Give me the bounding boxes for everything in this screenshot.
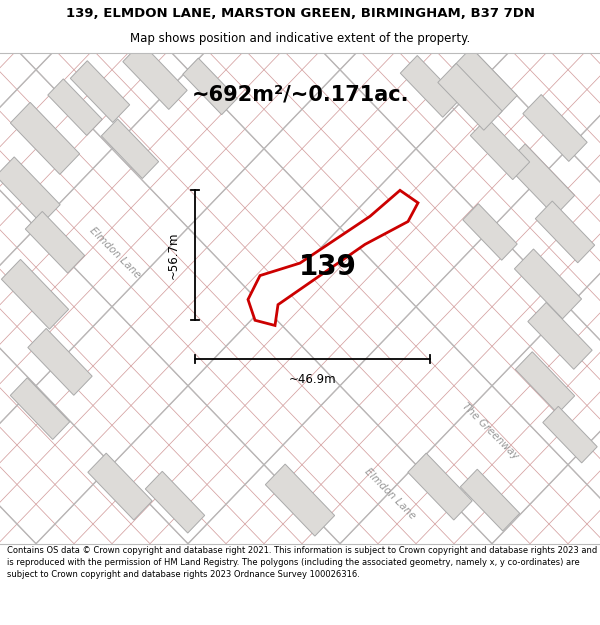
Text: The Greenway: The Greenway xyxy=(460,401,520,462)
Polygon shape xyxy=(515,352,575,414)
Polygon shape xyxy=(463,204,517,260)
Polygon shape xyxy=(408,453,472,520)
Polygon shape xyxy=(145,471,205,533)
Polygon shape xyxy=(438,63,502,130)
Polygon shape xyxy=(48,79,102,136)
Polygon shape xyxy=(101,119,158,179)
Polygon shape xyxy=(10,102,80,174)
Polygon shape xyxy=(514,249,581,319)
Text: ~56.7m: ~56.7m xyxy=(167,231,179,279)
Text: ~692m²/~0.171ac.: ~692m²/~0.171ac. xyxy=(191,85,409,105)
Polygon shape xyxy=(0,157,60,224)
Polygon shape xyxy=(183,58,237,114)
Polygon shape xyxy=(88,453,152,520)
Polygon shape xyxy=(25,211,85,273)
Polygon shape xyxy=(70,61,130,122)
Polygon shape xyxy=(535,201,595,262)
Polygon shape xyxy=(265,464,335,536)
Polygon shape xyxy=(28,328,92,395)
Polygon shape xyxy=(460,469,520,531)
Polygon shape xyxy=(123,42,187,109)
Text: Contains OS data © Crown copyright and database right 2021. This information is : Contains OS data © Crown copyright and d… xyxy=(7,546,598,579)
Text: 139: 139 xyxy=(299,253,357,281)
Text: Map shows position and indicative extent of the property.: Map shows position and indicative extent… xyxy=(130,32,470,45)
Polygon shape xyxy=(1,259,68,329)
Polygon shape xyxy=(505,144,575,216)
Text: 139, ELMDON LANE, MARSTON GREEN, BIRMINGHAM, B37 7DN: 139, ELMDON LANE, MARSTON GREEN, BIRMING… xyxy=(65,7,535,20)
Text: Elmdon Lane: Elmdon Lane xyxy=(88,225,142,280)
Polygon shape xyxy=(400,56,460,118)
Polygon shape xyxy=(543,406,597,463)
Polygon shape xyxy=(470,118,530,179)
Polygon shape xyxy=(523,94,587,161)
Polygon shape xyxy=(248,191,418,326)
Polygon shape xyxy=(528,302,592,369)
Polygon shape xyxy=(453,48,517,114)
Text: ~46.9m: ~46.9m xyxy=(289,373,337,386)
Text: Elmdon Lane: Elmdon Lane xyxy=(362,466,418,521)
Polygon shape xyxy=(10,378,70,439)
